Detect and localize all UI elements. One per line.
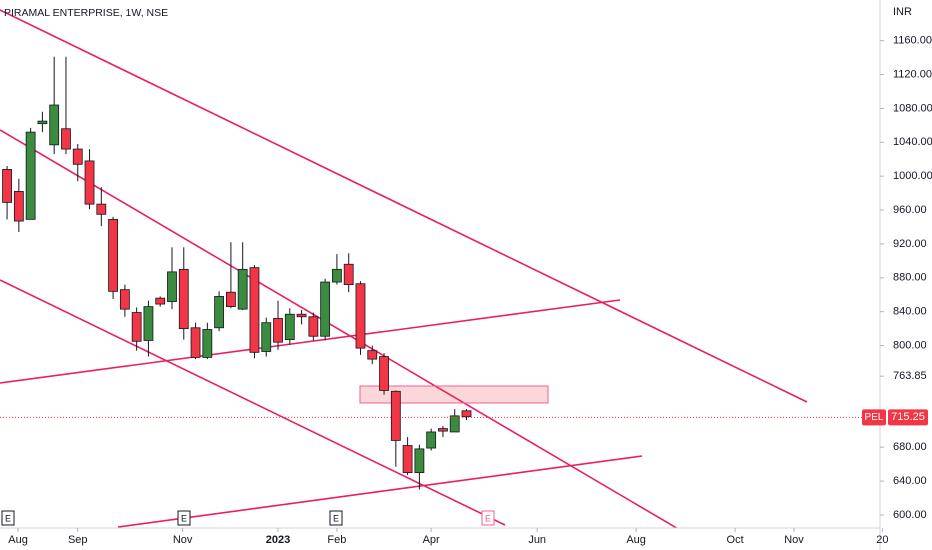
y-tick-label: 920.00 xyxy=(893,238,927,250)
candle-body xyxy=(155,297,166,305)
candle-body xyxy=(438,428,448,432)
trend-line xyxy=(0,9,808,403)
candle-body xyxy=(119,289,130,310)
y-tick-label: 800.00 xyxy=(893,339,927,351)
candle-body xyxy=(131,312,142,342)
chart-title: PIRAMAL ENTERPRISE, 1W, NSE xyxy=(4,7,168,19)
candle-body xyxy=(72,148,83,165)
y-tick-label: 640.00 xyxy=(893,475,927,487)
trend-line xyxy=(0,279,506,526)
trend-line xyxy=(0,299,621,384)
currency-label: INR xyxy=(893,6,912,18)
x-tick-label: Sep xyxy=(68,534,88,546)
event-marker: E xyxy=(181,513,187,523)
event-box xyxy=(1,510,15,526)
candle-body xyxy=(84,160,95,205)
candle-body xyxy=(249,267,260,353)
candle-body xyxy=(320,281,331,337)
candle-body xyxy=(96,203,107,215)
candle-body xyxy=(49,104,60,146)
candle-body xyxy=(37,120,48,125)
candle-body xyxy=(426,431,437,449)
candle-body xyxy=(237,268,248,310)
y-tick-label: 1040.00 xyxy=(893,136,932,148)
event-box xyxy=(481,510,495,526)
candle-body xyxy=(402,445,413,474)
candle-body xyxy=(190,327,201,358)
candle-body xyxy=(202,329,213,358)
candle-body xyxy=(214,296,225,329)
event-box xyxy=(177,510,191,526)
y-tick-label: 1160.00 xyxy=(893,35,932,47)
event-marker: E xyxy=(485,513,491,523)
trend-line xyxy=(117,455,643,528)
candle-body xyxy=(13,191,24,222)
y-tick-label: 1120.00 xyxy=(893,68,932,80)
event-marker: E xyxy=(333,513,339,523)
candle-body xyxy=(461,410,472,418)
plot-area xyxy=(0,9,808,528)
candle-body xyxy=(367,350,378,360)
candle-body xyxy=(143,306,154,341)
price-label: 715.25 xyxy=(891,411,925,423)
candle-body xyxy=(414,448,425,474)
candle-body xyxy=(379,356,389,391)
candle-body xyxy=(343,263,354,285)
price-badge xyxy=(888,409,928,426)
zone-box xyxy=(359,385,549,404)
event-marker: E xyxy=(5,513,11,523)
x-tick-label: 20 xyxy=(876,534,888,546)
candle-body xyxy=(390,390,401,441)
y-tick-label: 1000.00 xyxy=(893,170,932,182)
candle-body xyxy=(296,313,307,318)
x-tick-label: Aug xyxy=(8,534,28,546)
candle-body xyxy=(449,415,460,433)
candle-body xyxy=(167,271,177,302)
x-tick-label: Nov xyxy=(784,534,804,546)
x-tick-label: Aug xyxy=(626,534,646,546)
candle-body xyxy=(61,128,71,150)
y-tick-label: 763.85 xyxy=(893,370,927,382)
y-tick-label: 1080.00 xyxy=(893,102,932,114)
candle-body xyxy=(261,322,272,352)
y-tick-label: 960.00 xyxy=(893,204,927,216)
candle-body xyxy=(225,291,236,308)
candle-body xyxy=(284,313,295,341)
x-tick-label: Feb xyxy=(327,534,346,546)
y-tick-label: 680.00 xyxy=(893,441,927,453)
y-tick-label: 840.00 xyxy=(893,306,927,318)
trend-line xyxy=(0,129,679,528)
candle-body xyxy=(332,268,342,283)
event-markers: E E E E xyxy=(1,510,495,526)
candle-body xyxy=(308,316,319,337)
candle-body xyxy=(355,283,366,349)
symbol-badge xyxy=(862,409,886,426)
candle-body xyxy=(25,131,36,220)
candle-body xyxy=(2,168,12,203)
candle-body xyxy=(178,268,189,330)
x-tick-label: Jun xyxy=(528,534,546,546)
event-box xyxy=(329,510,343,526)
x-tick-label: Nov xyxy=(173,534,193,546)
x-tick-label: Oct xyxy=(727,534,744,546)
y-tick-label: 880.00 xyxy=(893,272,927,284)
y-tick-label: 600.00 xyxy=(893,509,927,521)
x-tick-label: Apr xyxy=(423,534,440,546)
symbol-label: PEL xyxy=(865,412,884,423)
x-tick-label: 2023 xyxy=(266,534,290,546)
candle-body xyxy=(273,318,283,343)
candle-body xyxy=(108,218,118,292)
